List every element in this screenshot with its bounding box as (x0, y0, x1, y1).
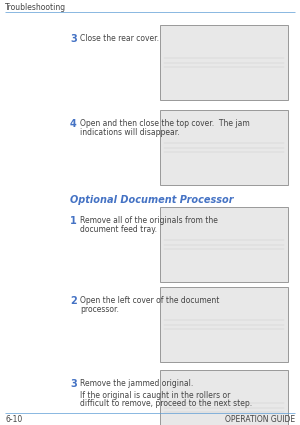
Text: Remove all of the originals from the: Remove all of the originals from the (80, 216, 218, 225)
Text: Open the left cover of the document: Open the left cover of the document (80, 296, 219, 305)
Bar (160, 370, 288, 425)
Text: 6-10: 6-10 (5, 414, 22, 423)
Bar (160, 110, 288, 185)
Bar (160, 25, 288, 100)
Bar (160, 207, 288, 282)
Text: 3: 3 (70, 34, 77, 44)
Text: difficult to remove, proceed to the next step.: difficult to remove, proceed to the next… (80, 399, 252, 408)
Text: processor.: processor. (80, 304, 119, 314)
Text: Open and then close the top cover.  The jam: Open and then close the top cover. The j… (80, 119, 250, 128)
Text: OPERATION GUIDE: OPERATION GUIDE (225, 414, 295, 423)
Text: Optional Document Processor: Optional Document Processor (70, 195, 233, 205)
Text: If the original is caught in the rollers or: If the original is caught in the rollers… (80, 391, 230, 399)
Text: 1: 1 (70, 216, 77, 226)
Text: 4: 4 (70, 119, 77, 129)
Text: 3: 3 (70, 379, 77, 389)
Bar (160, 287, 288, 362)
Text: 2: 2 (70, 296, 77, 306)
Text: Remove the jammed original.: Remove the jammed original. (80, 379, 193, 388)
Text: Close the rear cover.: Close the rear cover. (80, 34, 159, 43)
Text: indications will disappear.: indications will disappear. (80, 128, 180, 136)
Text: document feed tray.: document feed tray. (80, 224, 157, 233)
Text: Troubleshooting: Troubleshooting (5, 3, 66, 11)
